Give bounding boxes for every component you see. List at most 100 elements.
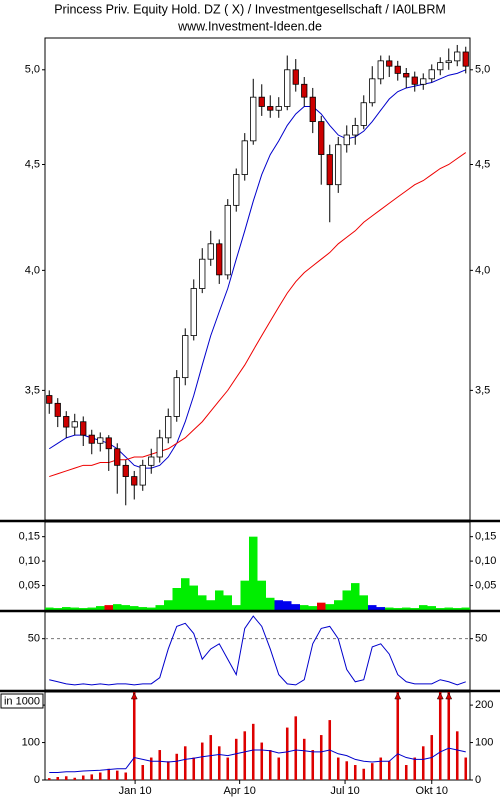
bar: [209, 735, 213, 780]
y-tick-label: 3,5: [25, 384, 40, 396]
x-tick-label: Apr 10: [223, 785, 255, 797]
bar: [453, 608, 462, 610]
bar: [260, 742, 264, 780]
bar: [226, 757, 230, 780]
candle-body: [437, 62, 444, 71]
y-tick-label: 5,0: [475, 64, 490, 76]
candle-body: [352, 125, 359, 136]
bar: [274, 600, 283, 610]
panel-frame: [44, 611, 471, 691]
candle-body: [411, 76, 418, 85]
bar: [172, 588, 181, 610]
y-tick-label: 0,15: [19, 531, 40, 543]
bar: [336, 757, 340, 780]
candle-body: [386, 60, 393, 67]
bar: [206, 600, 215, 610]
bar: [138, 607, 147, 610]
bar: [396, 692, 400, 780]
bar: [359, 595, 368, 610]
candle-body: [88, 434, 95, 444]
bar: [189, 585, 198, 610]
bar: [124, 772, 128, 780]
bar: [353, 765, 357, 780]
y-tick-label: 3,5: [475, 384, 490, 396]
candle-body: [403, 72, 410, 78]
line: [49, 747, 466, 774]
y-tick-label: 0,10: [19, 555, 40, 567]
y-tick-label: 0,05: [475, 579, 496, 591]
bar: [232, 605, 241, 610]
candle-body: [46, 395, 53, 404]
bar: [73, 777, 77, 780]
unit-label: in 1000: [4, 695, 40, 707]
bar: [257, 580, 266, 610]
candle-body: [122, 464, 129, 477]
bar: [368, 605, 377, 610]
candle-body: [54, 402, 61, 417]
bar: [436, 608, 445, 610]
candle-body: [216, 243, 223, 276]
bar: [200, 742, 204, 780]
candle-body: [250, 96, 257, 142]
candle-body: [165, 416, 172, 439]
bar: [427, 606, 436, 610]
y-tick-label: 100: [475, 736, 493, 748]
candle-body: [326, 154, 333, 186]
bar: [342, 590, 351, 610]
y-tick-label: 50: [28, 633, 40, 645]
bar: [79, 608, 88, 610]
bar: [385, 607, 394, 610]
y-tick-label: 50: [475, 633, 487, 645]
y-tick-label: 4,0: [25, 264, 40, 276]
bar: [379, 757, 383, 780]
bar: [47, 778, 51, 780]
bar: [308, 606, 317, 610]
candle-body: [275, 106, 282, 111]
bar: [183, 746, 187, 780]
x-tick-label: Jan 10: [119, 785, 152, 797]
bar: [223, 595, 232, 610]
bar: [334, 600, 343, 610]
line: [49, 615, 466, 686]
candle-body: [139, 464, 146, 486]
bar: [410, 608, 419, 610]
bar: [166, 761, 170, 780]
overflow-arrow: [445, 692, 453, 700]
y-tick-label: 4,0: [475, 264, 490, 276]
candle-body: [233, 174, 240, 206]
candle-body: [267, 106, 274, 111]
bar: [251, 723, 255, 780]
y-tick-label: 4,5: [25, 158, 40, 170]
overflow-arrow: [436, 692, 444, 700]
candle-body: [71, 421, 78, 428]
bar: [291, 604, 300, 610]
bar: [217, 746, 221, 780]
panel-frame: [44, 37, 471, 521]
bar: [268, 750, 272, 780]
candle-body: [182, 335, 189, 379]
y-tick-label: 0: [475, 774, 481, 786]
bar: [455, 731, 459, 780]
chart-subtitle: www.Investment-Ideen.de: [177, 19, 322, 33]
panel-frame: [44, 691, 471, 781]
bar: [158, 750, 162, 780]
candle-body: [156, 437, 163, 458]
bar: [243, 731, 247, 780]
bar: [141, 765, 145, 780]
bar: [113, 604, 122, 610]
bar: [121, 605, 130, 610]
candle-body: [63, 416, 70, 428]
bar: [104, 605, 113, 610]
bar: [464, 757, 468, 780]
candle-body: [445, 60, 452, 64]
x-tick-label: Okt 10: [416, 785, 448, 797]
bar: [175, 753, 179, 780]
bar: [70, 607, 79, 610]
bar: [438, 692, 442, 780]
bar: [53, 608, 62, 610]
candle-body: [224, 204, 231, 276]
unit-box: [0, 693, 44, 709]
candle-body: [241, 140, 248, 175]
bar: [285, 727, 289, 780]
